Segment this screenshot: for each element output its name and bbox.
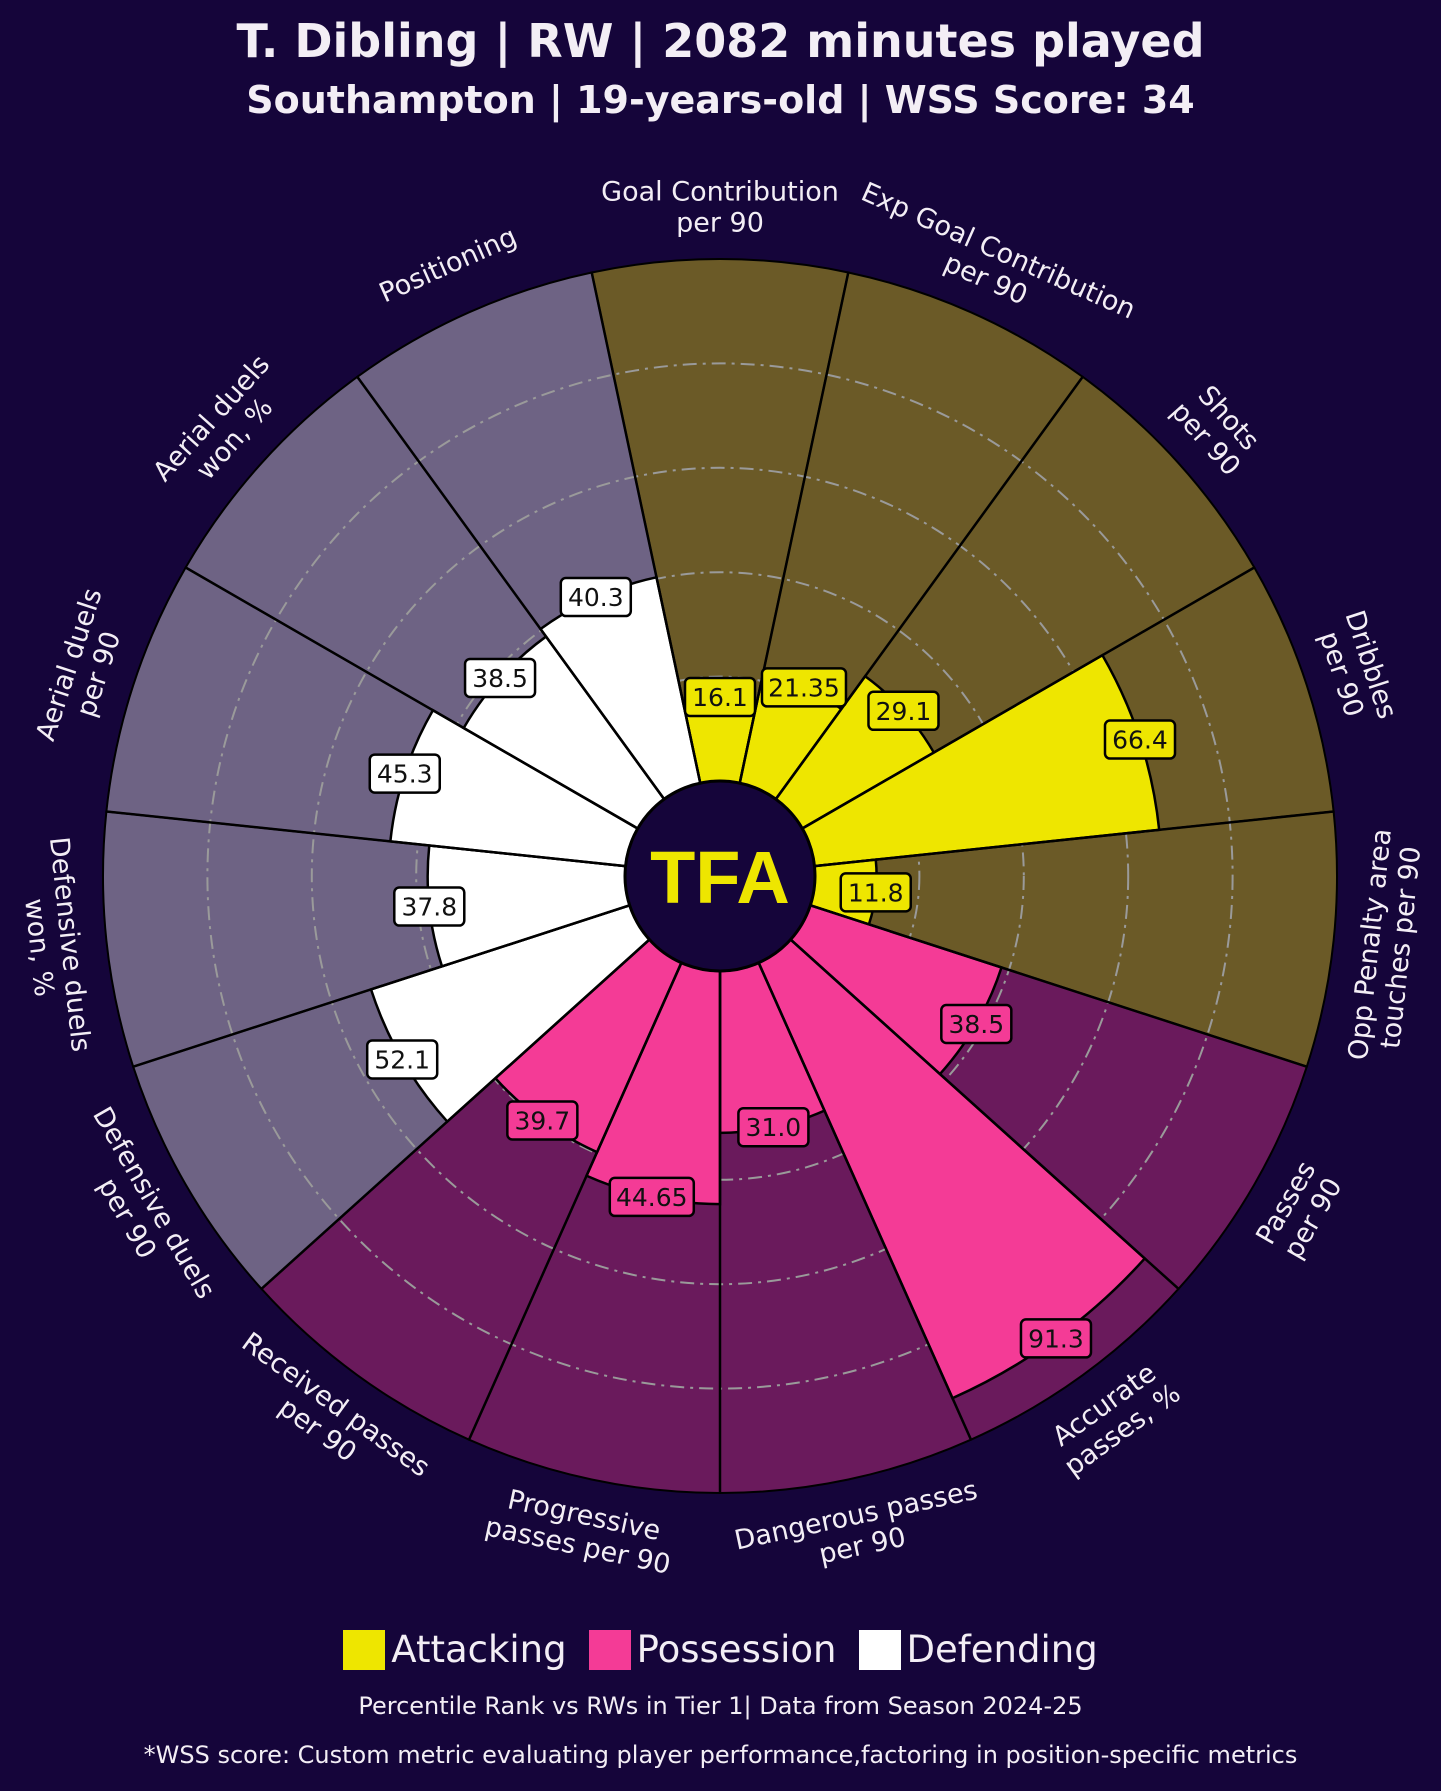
category-label-line: Goal Contribution	[601, 177, 839, 208]
value-box	[1103, 719, 1177, 760]
gridline	[519, 675, 921, 1077]
category-label: Progressivepasses per 90	[482, 1481, 680, 1581]
spoke	[814, 810, 1334, 868]
spoke	[106, 810, 626, 868]
value-text: 38.5	[472, 664, 528, 693]
value-box	[368, 753, 442, 794]
value-box	[506, 1100, 579, 1141]
legend-swatch-defending	[858, 1629, 901, 1670]
spoke	[789, 938, 1180, 1290]
value-text: 44.65	[616, 1183, 688, 1212]
value-label: 40.3	[559, 576, 633, 618]
spoke	[801, 566, 1255, 830]
value-label: 91.3	[1019, 1318, 1093, 1359]
value-label: 31.0	[737, 1106, 810, 1148]
value-label: 39.7	[506, 1100, 579, 1141]
spoke	[774, 376, 1084, 800]
footer-note-percentile: Percentile Rank vs RWs in Tier 1| Data f…	[358, 1692, 1083, 1720]
spoke	[757, 962, 973, 1441]
footer-note-wss: *WSS score: Custom metric evaluating pla…	[143, 1741, 1298, 1769]
value-box	[760, 667, 848, 708]
value-label: 16.1	[683, 676, 757, 718]
value-box	[683, 676, 757, 718]
legend-item-attacking: Attacking	[343, 1628, 567, 1671]
category-label-line: Positioning	[375, 221, 522, 309]
value-box	[365, 1039, 439, 1080]
value-box	[393, 886, 466, 927]
logo-circle	[623, 779, 817, 973]
spoke	[260, 938, 651, 1290]
value-box	[1019, 1318, 1093, 1359]
value-text: 16.1	[692, 683, 748, 712]
legend-label-defending: Defending	[906, 1628, 1098, 1671]
value-label: 29.1	[867, 690, 940, 732]
chart-title: T. Dibling | RW | 2082 minutes played	[236, 14, 1205, 68]
value-box	[463, 657, 537, 699]
spoke	[809, 904, 1308, 1068]
category-label: Opp Penalty areatouches per 90	[1343, 827, 1429, 1065]
legend-swatch-attacking	[343, 1629, 386, 1670]
legend-item-defending: Defending	[858, 1628, 1098, 1671]
value-text: 37.8	[401, 893, 457, 922]
value-label: 11.8	[839, 872, 912, 913]
value-text: 52.1	[374, 1045, 430, 1074]
category-label: Dribblesper 90	[1309, 607, 1403, 733]
value-label: 44.65	[608, 1176, 696, 1218]
spoke	[132, 904, 631, 1068]
value-box	[839, 872, 912, 913]
value-box	[940, 1003, 1013, 1045]
value-box	[608, 1176, 696, 1218]
category-label-line: per 90	[676, 208, 764, 239]
value-box	[737, 1106, 810, 1148]
legend: Attacking Possession Defending	[0, 1628, 1441, 1671]
category-label: Positioning	[375, 221, 522, 309]
value-text: 39.7	[515, 1107, 571, 1136]
value-label: 21.35	[760, 667, 848, 708]
value-label: 38.5	[940, 1003, 1013, 1045]
value-text: 11.8	[848, 878, 904, 907]
pizza-chart: TFA 16.1 21.35 29.1 66.4 11.8 38.5 91.3 31.0 44.6…	[12, 177, 1429, 1581]
legend-label-attacking: Attacking	[391, 1628, 567, 1671]
spoke	[356, 376, 666, 800]
value-text: 21.35	[768, 673, 840, 702]
spoke	[467, 962, 683, 1441]
value-text: 91.3	[1028, 1324, 1084, 1353]
value-text: 45.3	[377, 760, 433, 789]
value-text: 66.4	[1112, 726, 1168, 755]
spoke	[738, 272, 850, 784]
value-label: 45.3	[368, 753, 442, 794]
value-box	[867, 690, 940, 732]
legend-label-possession: Possession	[636, 1628, 837, 1671]
value-label: 66.4	[1103, 719, 1177, 760]
value-label: 37.8	[393, 886, 466, 927]
category-label: Defensive duelswon, %	[12, 835, 96, 1056]
value-label: 52.1	[365, 1039, 439, 1080]
chart-subtitle: Southampton | 19-years-old | WSS Score: …	[246, 78, 1195, 122]
legend-item-possession: Possession	[588, 1628, 837, 1671]
value-box	[559, 576, 633, 618]
value-text: 31.0	[746, 1113, 802, 1142]
value-text: 29.1	[876, 697, 932, 726]
value-text: 40.3	[568, 583, 624, 612]
legend-swatch-possession	[588, 1629, 631, 1670]
spoke	[185, 566, 639, 830]
logo-text: TFA	[650, 836, 790, 919]
value-label: 38.5	[463, 657, 537, 699]
value-text: 38.5	[948, 1010, 1004, 1039]
category-label: Passesper 90	[1250, 1156, 1349, 1265]
spoke	[590, 272, 702, 784]
category-label: Goal Contribution per 90	[601, 177, 839, 239]
